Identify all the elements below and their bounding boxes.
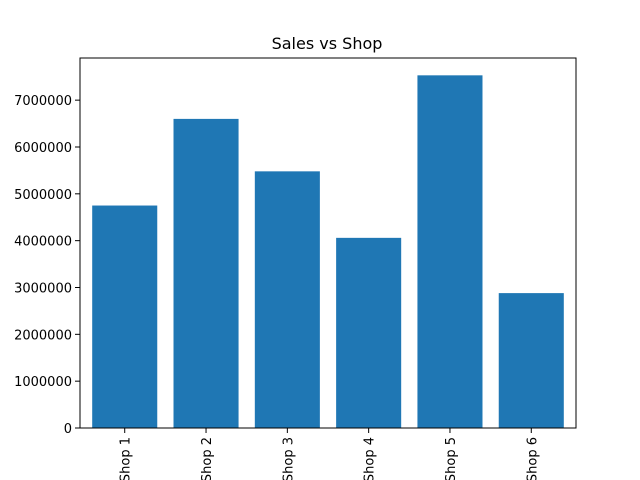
y-tick-label: 2000000	[14, 328, 72, 343]
y-axis-ticks: 0 1000000 2000000 3000000 4000000 5000000 6000…	[14, 94, 80, 437]
y-tick-label: 6000000	[14, 141, 72, 156]
chart-title: Sales vs Shop	[272, 34, 383, 53]
x-tick-label: Shop 6	[525, 437, 540, 480]
plot-frame	[79, 57, 577, 429]
bar-shop-3	[254, 171, 320, 428]
y-tick-label: 3000000	[14, 281, 72, 296]
bar-shop-2	[173, 118, 239, 428]
y-tick-label: 4000000	[14, 235, 72, 250]
bar-shop-4	[336, 237, 402, 428]
y-tick-label: 5000000	[14, 188, 72, 203]
x-tick-label: Shop 5	[444, 437, 459, 480]
bars-group	[92, 75, 564, 428]
bar-shop-5	[417, 75, 483, 428]
x-tick-label: Shop 4	[363, 437, 378, 480]
bar-shop-1	[92, 205, 158, 428]
bar-shop-6	[498, 293, 564, 428]
x-tick-label: Shop 1	[119, 437, 134, 480]
y-tick-label: 7000000	[14, 94, 72, 109]
y-tick-label: 1000000	[14, 375, 72, 390]
x-tick-label: Shop 2	[200, 437, 215, 480]
x-tick-label: Shop 3	[281, 437, 296, 480]
x-axis-ticks: Shop 1 Shop 2 Shop 3 Shop 4 Shop 5 Shop 6	[119, 428, 540, 480]
y-tick-label: 0	[64, 422, 72, 437]
